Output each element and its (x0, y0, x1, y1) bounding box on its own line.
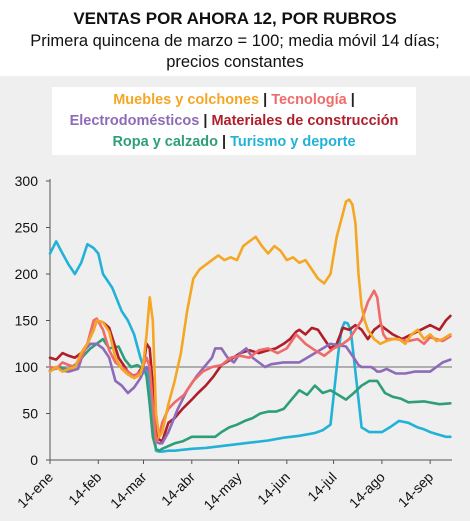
legend-separator: | (346, 92, 355, 108)
legend-separator: | (218, 134, 231, 150)
legend: Muebles y colchones | Tecnología | Elect… (52, 87, 416, 155)
y-tick-label: 250 (15, 220, 39, 236)
x-tick-label: 14-abr (158, 469, 198, 509)
series-line-muebles-y-colchones (48, 198, 452, 439)
legend-separator: | (199, 113, 212, 129)
x-tick-label: 14-ago (346, 469, 388, 511)
y-tick-label: 100 (15, 359, 39, 375)
x-tick-label: 14-jun (254, 469, 293, 508)
legend-entry-materiales: Materiales de construcción (211, 113, 399, 129)
y-tick-label: 0 (30, 452, 38, 468)
x-tick-label: 14-ene (14, 469, 56, 511)
legend-entry-turismo: Turismo y deporte (230, 134, 356, 150)
y-tick-label: 200 (15, 266, 39, 282)
legend-entry-muebles: Muebles y colchones (113, 92, 260, 108)
y-tick-label: 150 (15, 313, 39, 329)
series-line-tecnologia (48, 289, 452, 443)
x-tick-label: 14-may (200, 469, 244, 513)
x-tick-label: 14-feb (65, 469, 105, 509)
legend-entry-ropa: Ropa y calzado (112, 134, 218, 150)
legend-separator: | (259, 92, 272, 108)
series-line-ropa-y-calzado (48, 337, 452, 453)
series-line-turismo-y-deporte (48, 240, 452, 453)
x-tick-label: 14-sep (395, 469, 437, 511)
legend-row-3: Ropa y calzado | Turismo y deporte (52, 132, 416, 153)
subtitle-line-1: Primera quincena de marzo = 100; media m… (30, 32, 440, 50)
subtitle-line-2: precios constantes (166, 53, 304, 71)
legend-entry-electrodomesticos: Electrodomésticos (69, 113, 200, 129)
y-tick-label: 50 (22, 406, 38, 422)
series-line-electrodomesticos (48, 342, 452, 445)
x-tick-label: 14-mar (107, 469, 150, 512)
y-tick-label: 300 (15, 173, 39, 189)
legend-row-1: Muebles y colchones | Tecnología | (52, 90, 416, 111)
chart-subtitle: Primera quincena de marzo = 100; media m… (0, 31, 470, 73)
legend-entry-tecnologia: Tecnología (271, 92, 347, 108)
x-tick-label: 14-jul (304, 469, 340, 505)
chart-title: VENTAS POR AHORA 12, POR RUBROS (73, 9, 397, 28)
legend-row-2: Electrodomésticos | Materiales de constr… (52, 111, 416, 132)
